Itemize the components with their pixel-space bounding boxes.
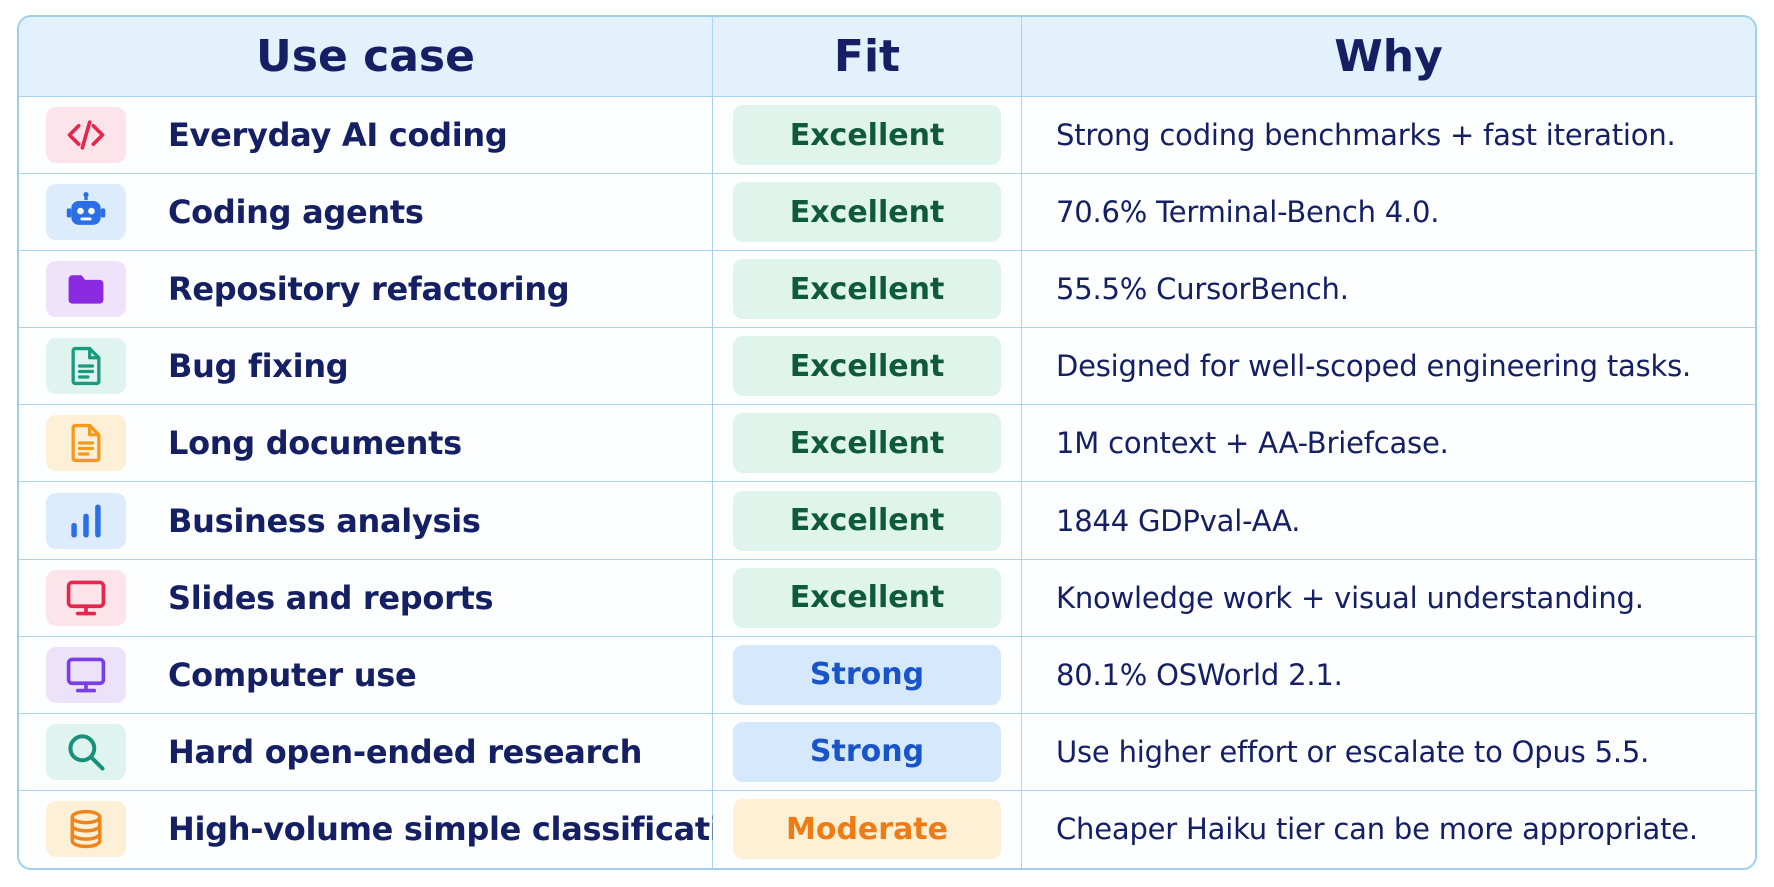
why-text: Knowledge work + visual understanding. — [1056, 580, 1644, 615]
header-use-case: Use case — [19, 17, 713, 97]
why-cell: Use higher effort or escalate to Opus 5.… — [1022, 713, 1755, 791]
search-icon — [46, 723, 126, 780]
fit-cell: Strong — [713, 713, 1022, 791]
why-cell: Knowledge work + visual understanding. — [1022, 559, 1755, 637]
usecase-label: Repository refactoring — [168, 270, 570, 309]
usecase-cell: Computer use — [19, 636, 713, 714]
why-text: 80.1% OSWorld 2.1. — [1056, 657, 1343, 692]
why-cell: 55.5% CursorBench. — [1022, 251, 1755, 329]
usecase-label: Slides and reports — [168, 578, 494, 617]
why-cell: 70.6% Terminal-Bench 4.0. — [1022, 174, 1755, 252]
code-icon — [46, 107, 126, 164]
use-case-table: Use case Fit Why Everyday AI coding Excel… — [17, 15, 1757, 870]
document-icon — [46, 338, 126, 395]
fit-badge: Strong — [733, 721, 1001, 782]
usecase-cell: Hard open-ended research — [19, 713, 713, 791]
usecase-cell: Coding agents — [19, 174, 713, 252]
why-cell: Cheaper Haiku tier can be more appropria… — [1022, 790, 1755, 868]
why-text: 70.6% Terminal-Bench 4.0. — [1056, 195, 1440, 230]
fit-badge: Excellent — [733, 567, 1001, 628]
usecase-cell: Bug fixing — [19, 328, 713, 406]
why-text: Cheaper Haiku tier can be more appropria… — [1056, 812, 1698, 847]
fit-badge: Excellent — [733, 336, 1001, 397]
fit-badge: Excellent — [733, 105, 1001, 166]
usecase-cell: Slides and reports — [19, 559, 713, 637]
document-icon — [46, 415, 126, 472]
fit-cell: Excellent — [713, 174, 1022, 252]
why-text: Strong coding benchmarks + fast iteratio… — [1056, 118, 1676, 153]
fit-badge: Excellent — [733, 182, 1001, 243]
fit-badge: Excellent — [733, 259, 1001, 320]
monitor-icon — [46, 569, 126, 626]
fit-cell: Excellent — [713, 251, 1022, 329]
fit-cell: Excellent — [713, 405, 1022, 483]
why-cell: 1844 GDPval-AA. — [1022, 482, 1755, 560]
why-text: 1844 GDPval-AA. — [1056, 503, 1301, 538]
fit-cell: Excellent — [713, 97, 1022, 175]
usecase-label: Hard open-ended research — [168, 732, 643, 771]
fit-cell: Excellent — [713, 559, 1022, 637]
usecase-cell: Everyday AI coding — [19, 97, 713, 175]
why-text: Use higher effort or escalate to Opus 5.… — [1056, 734, 1650, 769]
fit-cell: Strong — [713, 636, 1022, 714]
usecase-cell: Business analysis — [19, 482, 713, 560]
why-cell: Designed for well-scoped engineering tas… — [1022, 328, 1755, 406]
fit-cell: Excellent — [713, 482, 1022, 560]
why-cell: 80.1% OSWorld 2.1. — [1022, 636, 1755, 714]
why-text: 1M context + AA-Briefcase. — [1056, 426, 1449, 461]
why-cell: 1M context + AA-Briefcase. — [1022, 405, 1755, 483]
fit-badge: Moderate — [733, 799, 1001, 860]
fit-cell: Excellent — [713, 328, 1022, 406]
usecase-label: Coding agents — [168, 193, 424, 232]
robot-icon — [46, 184, 126, 241]
header-fit: Fit — [713, 17, 1022, 97]
usecase-label: Everyday AI coding — [168, 116, 508, 155]
monitor-icon — [46, 646, 126, 703]
why-cell: Strong coding benchmarks + fast iteratio… — [1022, 97, 1755, 175]
fit-badge: Strong — [733, 644, 1001, 705]
bar-chart-icon — [46, 492, 126, 549]
usecase-label: Bug fixing — [168, 347, 349, 386]
usecase-label: High-volume simple classification — [168, 810, 765, 849]
folder-icon — [46, 261, 126, 318]
why-text: 55.5% CursorBench. — [1056, 272, 1349, 307]
usecase-cell: Repository refactoring — [19, 251, 713, 329]
usecase-label: Computer use — [168, 655, 417, 694]
why-text: Designed for well-scoped engineering tas… — [1056, 349, 1692, 384]
header-why: Why — [1022, 17, 1755, 97]
usecase-cell: Long documents — [19, 405, 713, 483]
fit-badge: Excellent — [733, 413, 1001, 474]
fit-badge: Excellent — [733, 490, 1001, 551]
table-grid: Use case Fit Why Everyday AI coding Excel… — [19, 17, 1755, 868]
fit-cell: Moderate — [713, 790, 1022, 868]
usecase-label: Business analysis — [168, 501, 481, 540]
usecase-cell: High-volume simple classification — [19, 790, 765, 868]
database-icon — [46, 801, 126, 858]
usecase-label: Long documents — [168, 424, 462, 463]
